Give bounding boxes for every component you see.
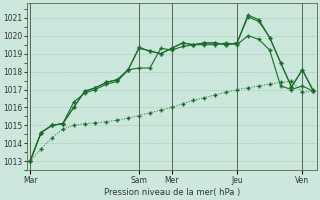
X-axis label: Pression niveau de la mer( hPa ): Pression niveau de la mer( hPa ) xyxy=(104,188,240,197)
